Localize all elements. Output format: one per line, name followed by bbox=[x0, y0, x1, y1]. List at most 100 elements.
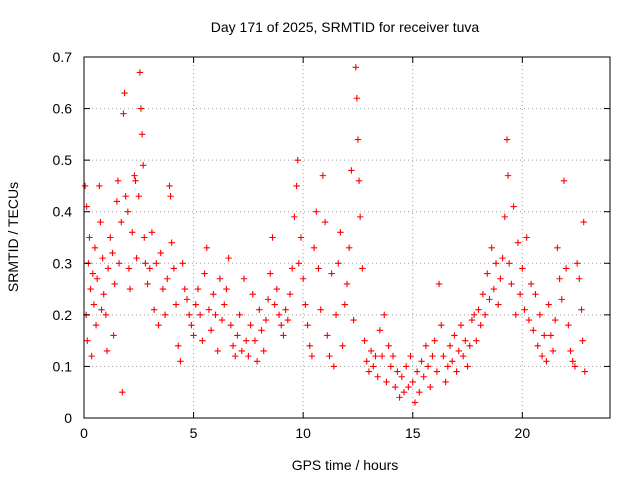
data-point bbox=[229, 342, 237, 349]
data-point bbox=[129, 229, 136, 236]
data-point bbox=[321, 218, 329, 226]
data-point bbox=[291, 213, 298, 221]
data-point bbox=[326, 352, 333, 360]
data-point bbox=[168, 239, 175, 246]
data-point bbox=[581, 368, 588, 375]
data-point bbox=[97, 218, 104, 226]
data-point bbox=[269, 234, 276, 241]
data-point bbox=[477, 321, 484, 329]
data-point bbox=[273, 285, 281, 293]
data-point bbox=[317, 306, 324, 313]
data-point bbox=[580, 218, 587, 226]
data-point bbox=[205, 306, 213, 313]
y-tick-labels: 0 0.1 0.2 0.3 0.4 0.5 0.6 0.7 bbox=[53, 49, 73, 426]
data-point bbox=[348, 167, 355, 174]
data-point bbox=[427, 383, 434, 391]
data-point bbox=[394, 368, 401, 375]
data-point bbox=[402, 363, 410, 370]
data-point bbox=[278, 321, 285, 329]
data-point bbox=[124, 208, 132, 215]
data-point bbox=[107, 234, 114, 241]
data-point bbox=[111, 280, 118, 288]
data-point bbox=[86, 234, 93, 241]
data-point bbox=[552, 316, 559, 324]
data-point bbox=[170, 265, 178, 272]
data-point bbox=[136, 69, 144, 76]
y-axis-label: SRMTID / TECUs bbox=[5, 182, 21, 292]
data-point bbox=[223, 285, 230, 293]
data-point bbox=[486, 296, 493, 303]
data-point bbox=[330, 363, 338, 370]
data-point bbox=[240, 275, 248, 282]
data-point bbox=[280, 332, 287, 339]
data-point bbox=[479, 291, 487, 298]
data-point bbox=[199, 337, 206, 344]
plot-frame bbox=[83, 56, 611, 419]
data-point bbox=[440, 352, 447, 360]
data-point bbox=[84, 337, 91, 344]
data-point bbox=[175, 342, 182, 349]
data-point bbox=[424, 363, 432, 370]
data-point bbox=[118, 218, 125, 226]
data-point bbox=[453, 368, 460, 375]
data-point bbox=[490, 285, 498, 293]
data-point bbox=[271, 301, 278, 308]
data-point bbox=[429, 352, 436, 360]
data-point bbox=[148, 229, 156, 236]
data-point bbox=[350, 316, 357, 324]
data-point bbox=[192, 301, 199, 308]
data-point bbox=[499, 254, 506, 262]
y-tick-label: 0.3 bbox=[53, 255, 73, 271]
data-point bbox=[527, 280, 535, 288]
data-point bbox=[181, 285, 189, 293]
data-point bbox=[516, 291, 524, 298]
data-point bbox=[473, 337, 480, 344]
data-point bbox=[547, 332, 555, 339]
data-point bbox=[492, 260, 500, 267]
data-point bbox=[186, 311, 193, 319]
data-point bbox=[444, 363, 452, 370]
data-point bbox=[114, 177, 122, 184]
data-point bbox=[449, 358, 456, 365]
data-point bbox=[131, 172, 138, 179]
data-point bbox=[125, 265, 133, 272]
data-point bbox=[503, 136, 511, 143]
y-tick-label: 0.2 bbox=[53, 307, 73, 323]
data-point bbox=[159, 285, 167, 293]
data-point bbox=[398, 373, 405, 380]
data-point bbox=[201, 270, 208, 277]
data-point bbox=[392, 383, 399, 391]
data-point bbox=[337, 229, 344, 236]
data-point bbox=[308, 352, 316, 360]
y-tick-label: 0.1 bbox=[53, 358, 73, 374]
data-point bbox=[260, 347, 267, 355]
data-point bbox=[361, 337, 368, 344]
data-point bbox=[545, 301, 552, 308]
data-point bbox=[418, 358, 425, 365]
y-tick-label: 0.4 bbox=[53, 204, 73, 220]
data-point bbox=[161, 311, 169, 319]
data-point bbox=[234, 332, 241, 339]
data-point bbox=[113, 198, 121, 205]
data-point bbox=[238, 347, 245, 355]
data-point bbox=[293, 182, 300, 190]
data-point bbox=[501, 213, 508, 221]
data-point bbox=[422, 342, 430, 349]
data-point bbox=[251, 337, 259, 344]
data-point bbox=[121, 89, 128, 97]
data-point bbox=[569, 358, 576, 365]
data-point bbox=[532, 291, 539, 298]
data-point bbox=[133, 254, 140, 262]
data-point bbox=[214, 347, 221, 355]
x-tick-label: 5 bbox=[190, 425, 198, 441]
data-point bbox=[413, 368, 421, 375]
data-point bbox=[196, 311, 204, 319]
data-point bbox=[497, 275, 504, 282]
data-point bbox=[286, 291, 294, 298]
data-point bbox=[289, 265, 296, 272]
data-point bbox=[438, 321, 445, 329]
data-point bbox=[249, 291, 256, 298]
data-point bbox=[541, 332, 548, 339]
x-tick-label: 0 bbox=[80, 425, 88, 441]
data-point bbox=[282, 306, 289, 313]
